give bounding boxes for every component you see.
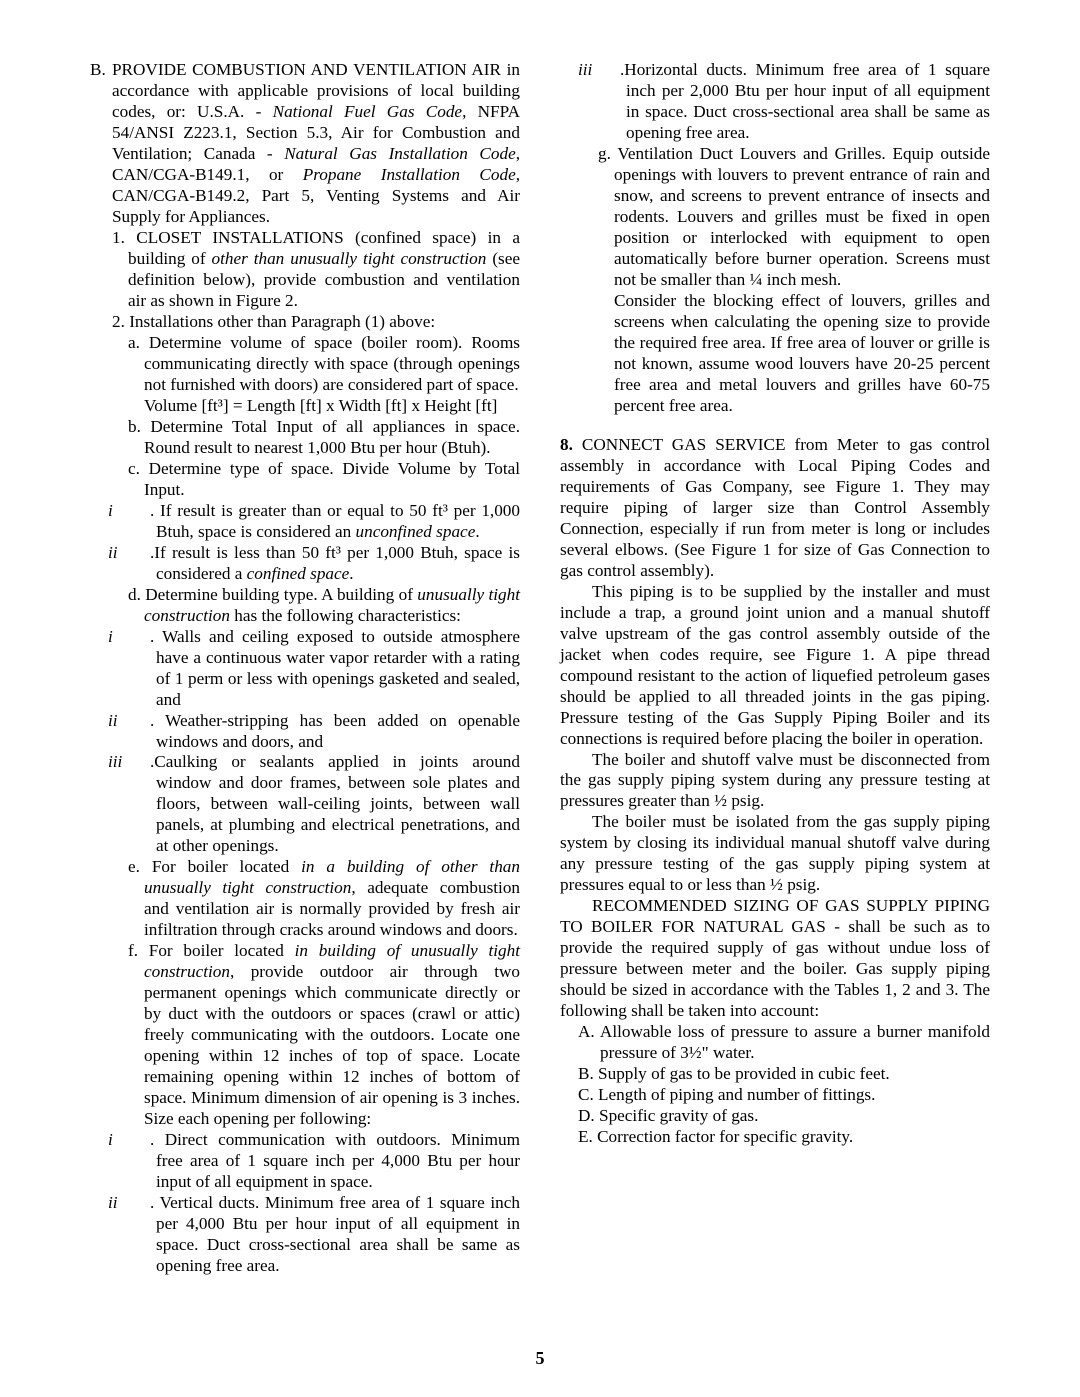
item-B2: B. Supply of gas to be provided in cubic…: [600, 1064, 990, 1085]
section-8-p5: RECOMMENDED SIZING OF GAS SUPPLY PIPING …: [560, 896, 990, 1022]
section-8-p3: The boiler and shutoff valve must be dis…: [560, 750, 990, 813]
item-2c: c. Determine type of space. Divide Volum…: [144, 459, 520, 501]
item-2f-ii: ii. Vertical ducts. Minimum free area of…: [156, 1193, 520, 1277]
document-body: B.PROVIDE COMBUSTION AND VENTILATION AIR…: [90, 60, 990, 1310]
item-2d-iii: iii.Caulking or sealants applied in join…: [156, 752, 520, 857]
section-8-p2: This piping is to be supplied by the ins…: [560, 582, 990, 750]
item-2: 2. Installations other than Paragraph (1…: [128, 312, 520, 333]
item-2a-formula: Volume [ft³] = Length [ft] x Width [ft] …: [144, 396, 520, 417]
item-2b: b. Determine Total Input of all applianc…: [144, 417, 520, 459]
section-8: 8. CONNECT GAS SERVICE from Meter to gas…: [560, 435, 990, 582]
item-C: C. Length of piping and number of fittin…: [600, 1085, 990, 1106]
item-2c-i: i. If result is greater than or equal to…: [156, 501, 520, 543]
item-2d: d. Determine building type. A building o…: [144, 585, 520, 627]
item-2d-ii: ii. Weather-stripping has been added on …: [156, 711, 520, 753]
item-1: 1. CLOSET INSTALLATIONS (confined space)…: [128, 228, 520, 312]
item-2c-ii: ii.If result is less than 50 ft³ per 1,0…: [156, 543, 520, 585]
section-8-p4: The boiler must be isolated from the gas…: [560, 812, 990, 896]
item-D: D. Specific gravity of gas.: [600, 1106, 990, 1127]
item-E: E. Correction factor for specific gravit…: [600, 1127, 990, 1148]
item-2g-cont: Consider the blocking effect of louvers,…: [614, 291, 990, 417]
item-2f-i: i. Direct communication with outdoors. M…: [156, 1130, 520, 1193]
label-B: B.: [90, 60, 112, 81]
page-number: 5: [0, 1348, 1080, 1369]
section-8-number: 8.: [560, 435, 573, 454]
item-2a: a. Determine volume of space (boiler roo…: [144, 333, 520, 396]
item-A: A. Allowable loss of pressure to assure …: [600, 1022, 990, 1064]
item-B: B.PROVIDE COMBUSTION AND VENTILATION AIR…: [112, 60, 520, 228]
item-2d-i: i. Walls and ceiling exposed to outside …: [156, 627, 520, 711]
item-2f-iii: iii.Horizontal ducts. Minimum free area …: [626, 60, 990, 144]
item-2e: e. For boiler located in a building of o…: [144, 857, 520, 941]
item-2g: g. Ventilation Duct Louvers and Grilles.…: [614, 144, 990, 291]
item-2f: f. For boiler located in building of unu…: [144, 941, 520, 1130]
